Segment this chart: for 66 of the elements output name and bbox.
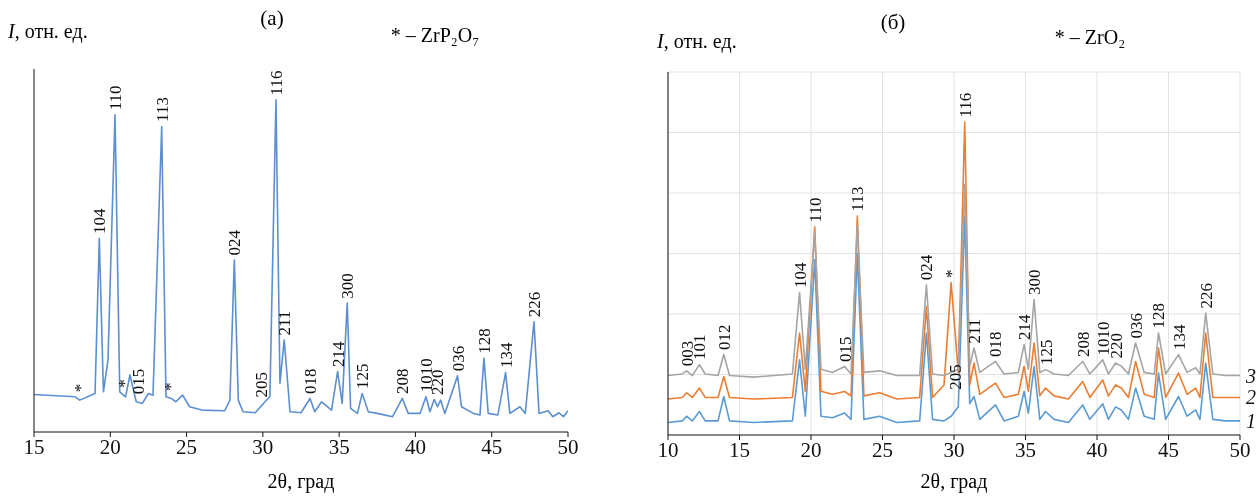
annotation: * bbox=[70, 383, 90, 393]
x-tick-label: 35 bbox=[1015, 437, 1036, 462]
annotation: 015 bbox=[835, 336, 855, 362]
annotation: 205 bbox=[252, 372, 272, 398]
text: * – ZrP₂O₇ bbox=[335, 24, 535, 47]
series-label: 2 bbox=[1246, 386, 1256, 409]
annotation: 015 bbox=[128, 368, 148, 395]
annotation: 116 bbox=[955, 92, 975, 118]
annotation: 211 bbox=[275, 310, 295, 336]
x-tick-label: 45 bbox=[481, 434, 503, 459]
annotation: 113 bbox=[152, 97, 172, 122]
annotation: 226 bbox=[524, 291, 544, 318]
annotation: 128 bbox=[474, 328, 494, 354]
annotation: 300 bbox=[338, 273, 358, 299]
annotation: 128 bbox=[1149, 302, 1169, 329]
annotation: 134 bbox=[496, 342, 516, 369]
chart-title: (а) bbox=[259, 6, 285, 31]
annotation: 036 bbox=[448, 345, 468, 372]
annotation: 211 bbox=[965, 318, 985, 344]
annotation: 134 bbox=[1169, 324, 1189, 351]
annotation: 214 bbox=[328, 341, 348, 368]
x-tick-label: 45 bbox=[1158, 437, 1179, 462]
x-tick-label: 25 bbox=[872, 437, 893, 462]
annotation: 018 bbox=[301, 368, 320, 394]
annotation: 205 bbox=[946, 364, 966, 390]
y-axis-title: I, отн. ед. bbox=[8, 20, 88, 43]
annotation: 125 bbox=[353, 363, 373, 389]
annotation: 110 bbox=[805, 197, 825, 223]
annotation: 110 bbox=[106, 85, 126, 111]
annotation: 012 bbox=[714, 324, 734, 351]
annotation: 226 bbox=[1196, 282, 1216, 309]
annotation: 036 bbox=[1126, 313, 1146, 339]
x-tick-label: 50 bbox=[557, 434, 579, 459]
x-tick-label: 40 bbox=[1086, 437, 1108, 462]
series-label: 3 bbox=[1245, 364, 1256, 387]
annotation: 208 bbox=[1073, 331, 1093, 357]
x-tick-label: 15 bbox=[729, 437, 750, 462]
x-tick-label: 20 bbox=[99, 434, 121, 459]
x-tick-label: 30 bbox=[252, 434, 274, 459]
x-axis-title: 2θ, град bbox=[266, 470, 336, 493]
x-tick-label: 30 bbox=[943, 437, 965, 462]
x-tick-label: 50 bbox=[1229, 437, 1251, 462]
annotation: 018 bbox=[986, 331, 1006, 357]
x-tick-label: 25 bbox=[176, 434, 198, 459]
x-tick-label: 10 bbox=[657, 437, 679, 462]
annotation: 125 bbox=[1036, 339, 1056, 366]
x-tick-label: 35 bbox=[328, 434, 350, 459]
text: * – ZrO₂ bbox=[990, 26, 1190, 49]
annotation: 024 bbox=[225, 229, 245, 256]
annotation: 104 bbox=[790, 262, 810, 289]
y-axis-title: I, отн. ед. bbox=[657, 30, 737, 53]
annotation: 104 bbox=[90, 207, 110, 234]
annotation: * bbox=[160, 382, 180, 391]
x-tick-label: 40 bbox=[404, 434, 426, 459]
annotation: 300 bbox=[1025, 269, 1045, 295]
series-label: 1 bbox=[1246, 409, 1256, 432]
annotation: * bbox=[942, 269, 962, 279]
x-tick-label: 20 bbox=[800, 437, 822, 462]
annotation: 024 bbox=[917, 254, 937, 281]
x-axis-title: 2θ, град bbox=[919, 470, 989, 493]
chart-title: (б) bbox=[879, 10, 907, 35]
annotation: 113 bbox=[848, 186, 868, 212]
x-tick-label: 15 bbox=[23, 434, 45, 459]
annotation: 214 bbox=[1015, 314, 1035, 341]
annotation: 208 bbox=[393, 368, 413, 394]
annotation: 116 bbox=[266, 70, 286, 96]
